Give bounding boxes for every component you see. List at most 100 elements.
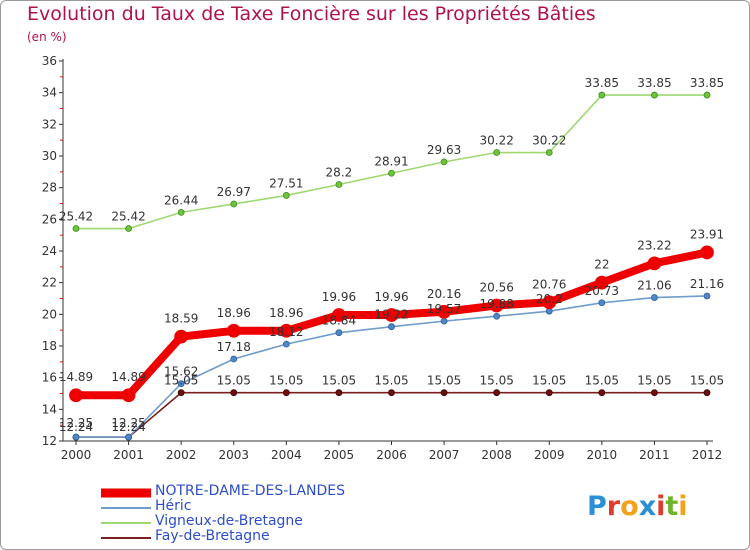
data-point (174, 329, 189, 344)
data-point (388, 323, 395, 331)
data-label: 15.05 (585, 374, 619, 388)
data-point (177, 208, 185, 216)
data-point (388, 169, 395, 177)
data-point (545, 149, 553, 156)
data-point (437, 304, 451, 319)
data-label: 15.05 (690, 374, 724, 388)
data-label: 12.24 (59, 420, 93, 434)
y-tick-label: 26 (42, 212, 57, 226)
x-tick-label: 2007 (429, 448, 460, 462)
data-label: 27.51 (269, 176, 303, 190)
data-label: 14.89 (59, 370, 93, 384)
data-label: 15.05 (322, 374, 356, 388)
logo-letter: i (678, 491, 688, 522)
data-point (651, 294, 658, 301)
data-label: 29.63 (427, 143, 461, 157)
logo-letter: r (606, 491, 621, 522)
data-label: 20.16 (427, 287, 461, 301)
data-label: 12.24 (111, 420, 145, 434)
data-label: 19.22 (374, 308, 408, 322)
x-tick-label: 2004 (271, 448, 302, 462)
data-point (282, 389, 290, 397)
data-label: 21.06 (637, 279, 671, 293)
logo-letter: t (665, 491, 679, 522)
data-point (282, 340, 290, 348)
data-label: 15.05 (217, 374, 251, 388)
data-label: 18.12 (269, 325, 303, 339)
y-tick-label: 36 (42, 54, 57, 68)
line-chart: 12 14 16 18 20 22 24 26 28 30 32 34 36 2000 2001 2002 20… (42, 54, 724, 462)
data-point (651, 91, 658, 99)
data-point (493, 389, 501, 397)
x-tick-label: 2001 (113, 448, 144, 462)
data-label: 17.18 (217, 340, 251, 354)
data-label: 19.96 (322, 290, 356, 304)
data-label: 18.96 (217, 306, 251, 320)
y-tick-label: 14 (42, 402, 57, 416)
data-point (542, 295, 557, 310)
data-label: 20.73 (585, 284, 619, 298)
data-label: 23.22 (637, 238, 671, 252)
chart-title: Evolution du Taux de Taxe Foncière sur l… (27, 3, 596, 25)
data-label: 33.85 (637, 76, 671, 90)
data-label: 25.42 (59, 210, 93, 224)
data-label: 30.22 (479, 134, 513, 148)
legend-label: NOTRE-DAME-DES-LANDES (155, 483, 346, 499)
data-label: 12.25 (111, 416, 145, 430)
logo-letter: P (587, 491, 607, 522)
x-tick-label: 2010 (587, 448, 618, 462)
x-tick-label: 2005 (324, 448, 355, 462)
legend-label: Vigneux-de-Bretagne (155, 513, 303, 529)
data-point (598, 299, 606, 307)
data-label: 15.05 (479, 374, 513, 388)
data-point (177, 380, 185, 388)
y-tick-label: 34 (42, 86, 57, 100)
data-point (594, 275, 609, 290)
x-tick-label: 2009 (534, 448, 565, 462)
data-point (440, 317, 448, 325)
data-point (598, 91, 606, 99)
data-point (279, 323, 294, 338)
data-label: 28.2 (326, 166, 353, 180)
data-label: 15.05 (269, 374, 303, 388)
logo-letter: i (656, 491, 666, 522)
data-point (647, 256, 662, 271)
data-label: 18.59 (164, 312, 198, 326)
data-label: 20.56 (479, 280, 513, 294)
data-point (72, 433, 80, 441)
series-line (75, 391, 708, 439)
data-label: 20.2 (536, 292, 563, 306)
data-label: 26.97 (217, 185, 251, 199)
data-label: 18.96 (269, 306, 303, 320)
data-label: 15.05 (164, 374, 198, 388)
y-tick-label: 22 (42, 276, 57, 290)
logo-letter: o (620, 491, 639, 522)
data-point (230, 355, 238, 363)
data-point (700, 245, 714, 260)
y-tick-label: 20 (42, 307, 57, 321)
x-tick-label: 2000 (61, 448, 92, 462)
data-point (177, 389, 185, 397)
x-tick-label: 2006 (376, 448, 407, 462)
data-label: 19.57 (427, 302, 461, 316)
data-point (489, 298, 504, 313)
data-point (703, 292, 711, 300)
data-point (332, 308, 346, 322)
data-point (388, 389, 395, 397)
data-point (651, 389, 658, 397)
data-point (545, 389, 553, 397)
data-label: 15.05 (374, 374, 408, 388)
data-point (440, 389, 448, 397)
y-tick-label: 28 (42, 181, 57, 195)
y-tick-label: 30 (42, 149, 57, 163)
y-tick-label: 24 (42, 244, 57, 258)
legend-swatch (101, 488, 151, 497)
y-tick-label: 32 (42, 117, 57, 131)
data-label: 25.42 (111, 210, 145, 224)
x-tick-label: 2003 (218, 448, 249, 462)
data-point (384, 308, 399, 322)
data-point (230, 389, 238, 397)
data-point (335, 181, 343, 188)
y-tick-label: 12 (42, 434, 57, 448)
